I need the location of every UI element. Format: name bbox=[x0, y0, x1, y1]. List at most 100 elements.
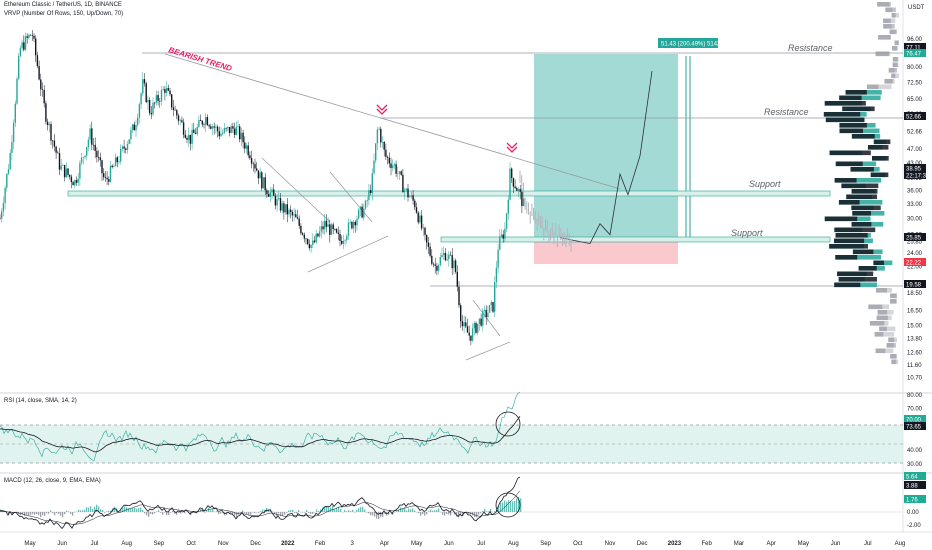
volume-profile-bar bbox=[892, 46, 899, 51]
candle-body bbox=[522, 198, 525, 207]
volume-profile-bar bbox=[876, 288, 888, 293]
macd-histogram-bar bbox=[36, 512, 38, 515]
wedge-line[interactable] bbox=[307, 235, 389, 273]
rsi-line bbox=[0, 391, 521, 461]
time-tick-label: May bbox=[24, 541, 35, 547]
macd-histogram-bar bbox=[180, 512, 182, 514]
volume-profile-bar bbox=[845, 90, 867, 95]
macd-histogram-bar bbox=[30, 512, 32, 515]
macd-histogram-bar bbox=[260, 511, 262, 512]
candle-body bbox=[296, 217, 299, 219]
candle-body bbox=[133, 124, 135, 131]
candle-body bbox=[140, 93, 142, 105]
candle-body bbox=[432, 263, 435, 265]
time-tick-label: Apr bbox=[380, 541, 389, 547]
support-zone-lower[interactable] bbox=[440, 236, 831, 243]
candle-body bbox=[41, 89, 44, 90]
macd-histogram-bar bbox=[178, 512, 180, 513]
candle-body bbox=[96, 150, 98, 158]
candle-body bbox=[16, 78, 18, 104]
macd-histogram-bar bbox=[134, 507, 136, 512]
candle-body bbox=[138, 104, 141, 118]
macd-histogram-bar bbox=[310, 512, 312, 515]
candle-body bbox=[363, 208, 365, 218]
volume-profile-bar bbox=[888, 68, 895, 73]
candle-body bbox=[21, 42, 23, 48]
macd-histogram-bar bbox=[518, 496, 520, 512]
macd-histogram-bar bbox=[484, 508, 486, 512]
candle-body bbox=[460, 305, 462, 322]
long-position-target-zone[interactable] bbox=[534, 54, 678, 240]
time-tick-label: Mar bbox=[734, 541, 744, 547]
vrvp-indicator-label[interactable]: VRVP (Number Of Rows, 150, Up/Down, 70) bbox=[4, 11, 124, 17]
wedge-line[interactable] bbox=[329, 171, 373, 223]
resistance-label-upper: Resistance bbox=[788, 43, 833, 53]
macd-indicator-label[interactable]: MACD (12, 26, close, 9, EMA, EMA) bbox=[4, 478, 101, 484]
macd-histogram-bar bbox=[96, 504, 98, 512]
macd-histogram-bar bbox=[216, 511, 218, 512]
candle-body bbox=[147, 100, 149, 103]
candle-body bbox=[512, 178, 515, 187]
macd-histogram-bar bbox=[328, 507, 330, 512]
candle-body bbox=[420, 215, 423, 229]
candle-body bbox=[295, 214, 297, 218]
macd-highlight-circle[interactable] bbox=[495, 492, 521, 518]
volume-profile-bar bbox=[876, 288, 892, 293]
macd-histogram-bar bbox=[424, 512, 426, 516]
macd-tag bbox=[904, 472, 926, 480]
macd-tag-label: 5.64 bbox=[906, 475, 918, 481]
volume-profile-bar bbox=[876, 315, 892, 321]
rsi-tag-label: 73.65 bbox=[906, 425, 922, 431]
candle-body bbox=[261, 172, 263, 189]
candle-body bbox=[106, 177, 108, 180]
candle-body bbox=[386, 156, 389, 158]
candle-body bbox=[1, 211, 3, 219]
wedge-line[interactable] bbox=[261, 157, 331, 223]
candle-body bbox=[120, 148, 122, 162]
rsi-indicator-label[interactable]: RSI (14, close, SMA, 14, 2) bbox=[4, 398, 77, 404]
wedge-line[interactable] bbox=[472, 299, 501, 337]
macd-histogram-bar bbox=[384, 512, 386, 514]
macd-histogram-bar bbox=[22, 512, 24, 515]
candle-body bbox=[77, 178, 79, 183]
candle-body bbox=[167, 88, 169, 91]
projection-path[interactable] bbox=[559, 70, 653, 245]
long-position-stop-zone[interactable] bbox=[534, 240, 678, 264]
candle-body bbox=[160, 89, 163, 102]
volume-profile-bar bbox=[852, 211, 871, 216]
volume-profile-bar bbox=[835, 161, 863, 167]
macd-histogram-bar bbox=[414, 510, 416, 512]
candle-body bbox=[11, 141, 13, 153]
volume-profile-bar bbox=[851, 222, 872, 227]
bearish-trendline[interactable] bbox=[164, 53, 621, 190]
macd-histogram-bar bbox=[28, 512, 30, 516]
price-tick-label: 22.00 bbox=[907, 264, 923, 270]
candle-body bbox=[82, 157, 84, 158]
rsi-tag bbox=[904, 422, 926, 430]
candle-body bbox=[410, 195, 413, 197]
candle-body bbox=[373, 160, 375, 174]
candle-body bbox=[206, 117, 209, 126]
candle-body bbox=[28, 34, 30, 38]
volume-profile-bar bbox=[886, 343, 896, 348]
candle-body bbox=[305, 238, 307, 240]
support-zone-upper[interactable] bbox=[67, 190, 831, 197]
macd-histogram-bar bbox=[510, 501, 512, 512]
candle-body bbox=[50, 124, 52, 141]
volume-profile-bar bbox=[841, 183, 879, 189]
candle-body bbox=[271, 189, 273, 193]
time-tick-label: Sep bbox=[154, 541, 165, 547]
time-tick-label: Apr bbox=[766, 541, 775, 547]
price-tag-label: 22:17:31 bbox=[906, 174, 930, 180]
rsi-highlight-circle[interactable] bbox=[495, 411, 521, 437]
macd-histogram-bar bbox=[344, 509, 346, 512]
macd-histogram-bar bbox=[100, 509, 102, 512]
rsi-tick-label: 30.00 bbox=[907, 462, 923, 468]
candle-body bbox=[385, 149, 387, 157]
volume-profile-bar bbox=[891, 13, 896, 18]
volume-profile-bar bbox=[891, 13, 900, 18]
time-axis[interactable]: May Jun Jul Aug Sep Oct Nov Dec 2022 Feb 3 Apr May Ju… bbox=[24, 541, 905, 547]
wedge-line[interactable] bbox=[465, 341, 511, 361]
volume-profile-bar bbox=[835, 255, 858, 260]
